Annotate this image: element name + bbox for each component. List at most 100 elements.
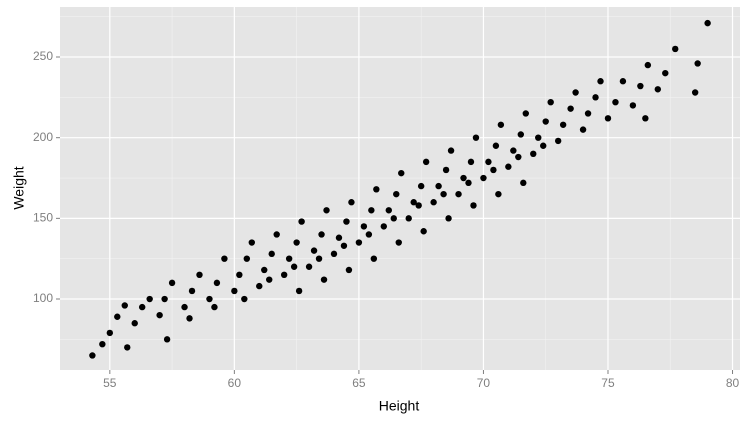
point xyxy=(470,202,477,209)
point xyxy=(467,158,475,166)
point xyxy=(597,78,604,85)
point xyxy=(348,199,355,206)
point xyxy=(131,320,138,327)
point xyxy=(370,255,378,262)
x-tick-label: 60 xyxy=(228,376,242,390)
point xyxy=(654,86,662,93)
point xyxy=(554,137,562,145)
point xyxy=(320,276,328,283)
point xyxy=(213,279,221,287)
point xyxy=(642,115,649,122)
point xyxy=(280,271,288,279)
point xyxy=(530,150,537,158)
point xyxy=(540,142,547,149)
point xyxy=(572,89,579,96)
point xyxy=(186,315,193,322)
y-tick-label: 250 xyxy=(33,49,53,63)
point xyxy=(542,118,549,125)
point xyxy=(447,147,455,154)
point xyxy=(380,223,388,230)
point xyxy=(510,147,517,154)
point xyxy=(373,186,380,193)
point xyxy=(156,311,163,319)
x-tick-label: 55 xyxy=(103,376,117,390)
point xyxy=(415,202,422,209)
point xyxy=(662,69,669,77)
point xyxy=(168,279,176,287)
y-tick-label: 200 xyxy=(33,130,53,144)
point xyxy=(290,263,298,270)
point xyxy=(360,223,368,230)
point xyxy=(221,255,228,262)
point xyxy=(285,255,293,262)
point xyxy=(505,163,512,170)
point xyxy=(405,215,412,222)
point xyxy=(460,174,467,182)
point xyxy=(365,231,373,238)
point xyxy=(455,190,462,198)
point xyxy=(330,250,338,258)
point xyxy=(345,266,353,274)
point xyxy=(385,207,392,214)
point xyxy=(522,110,529,117)
point xyxy=(305,263,313,270)
point xyxy=(161,295,168,303)
point xyxy=(295,287,303,295)
point xyxy=(398,169,405,177)
point xyxy=(121,302,128,309)
point xyxy=(146,295,153,303)
point xyxy=(584,110,592,117)
point xyxy=(390,215,397,222)
point xyxy=(188,287,196,295)
point xyxy=(422,158,430,166)
point xyxy=(206,295,213,303)
point xyxy=(567,105,574,112)
point xyxy=(515,153,522,161)
point xyxy=(644,61,652,69)
point xyxy=(445,215,452,222)
point xyxy=(181,303,188,311)
point xyxy=(517,131,525,138)
y-tick-label: 150 xyxy=(33,211,53,225)
point xyxy=(619,78,627,85)
point xyxy=(637,82,644,90)
point xyxy=(355,239,363,246)
point xyxy=(243,255,251,262)
point xyxy=(124,344,131,351)
point xyxy=(395,239,402,246)
point xyxy=(472,134,480,141)
x-axis-title: Height xyxy=(379,398,420,414)
point xyxy=(89,352,96,359)
point xyxy=(672,45,679,53)
point xyxy=(163,336,171,343)
point xyxy=(241,295,248,303)
point xyxy=(315,255,323,262)
point xyxy=(420,228,427,235)
point xyxy=(236,271,243,279)
point xyxy=(520,179,527,187)
point xyxy=(547,98,554,106)
point xyxy=(343,218,350,225)
point xyxy=(231,287,238,295)
point xyxy=(579,126,587,133)
point xyxy=(694,60,701,67)
y-tick-label: 100 xyxy=(33,291,53,305)
x-tick-label: 80 xyxy=(726,376,740,390)
point xyxy=(266,276,273,283)
point xyxy=(106,329,114,337)
point xyxy=(612,98,619,106)
point xyxy=(138,303,146,311)
x-tick-label: 65 xyxy=(352,376,366,390)
point xyxy=(629,102,637,109)
point xyxy=(318,231,325,238)
point xyxy=(495,190,502,198)
plot-panel xyxy=(60,7,740,370)
point xyxy=(440,190,447,198)
point xyxy=(442,166,450,174)
point xyxy=(293,239,300,246)
point xyxy=(310,247,318,254)
point xyxy=(393,190,400,198)
point xyxy=(497,121,505,128)
point xyxy=(490,166,497,174)
